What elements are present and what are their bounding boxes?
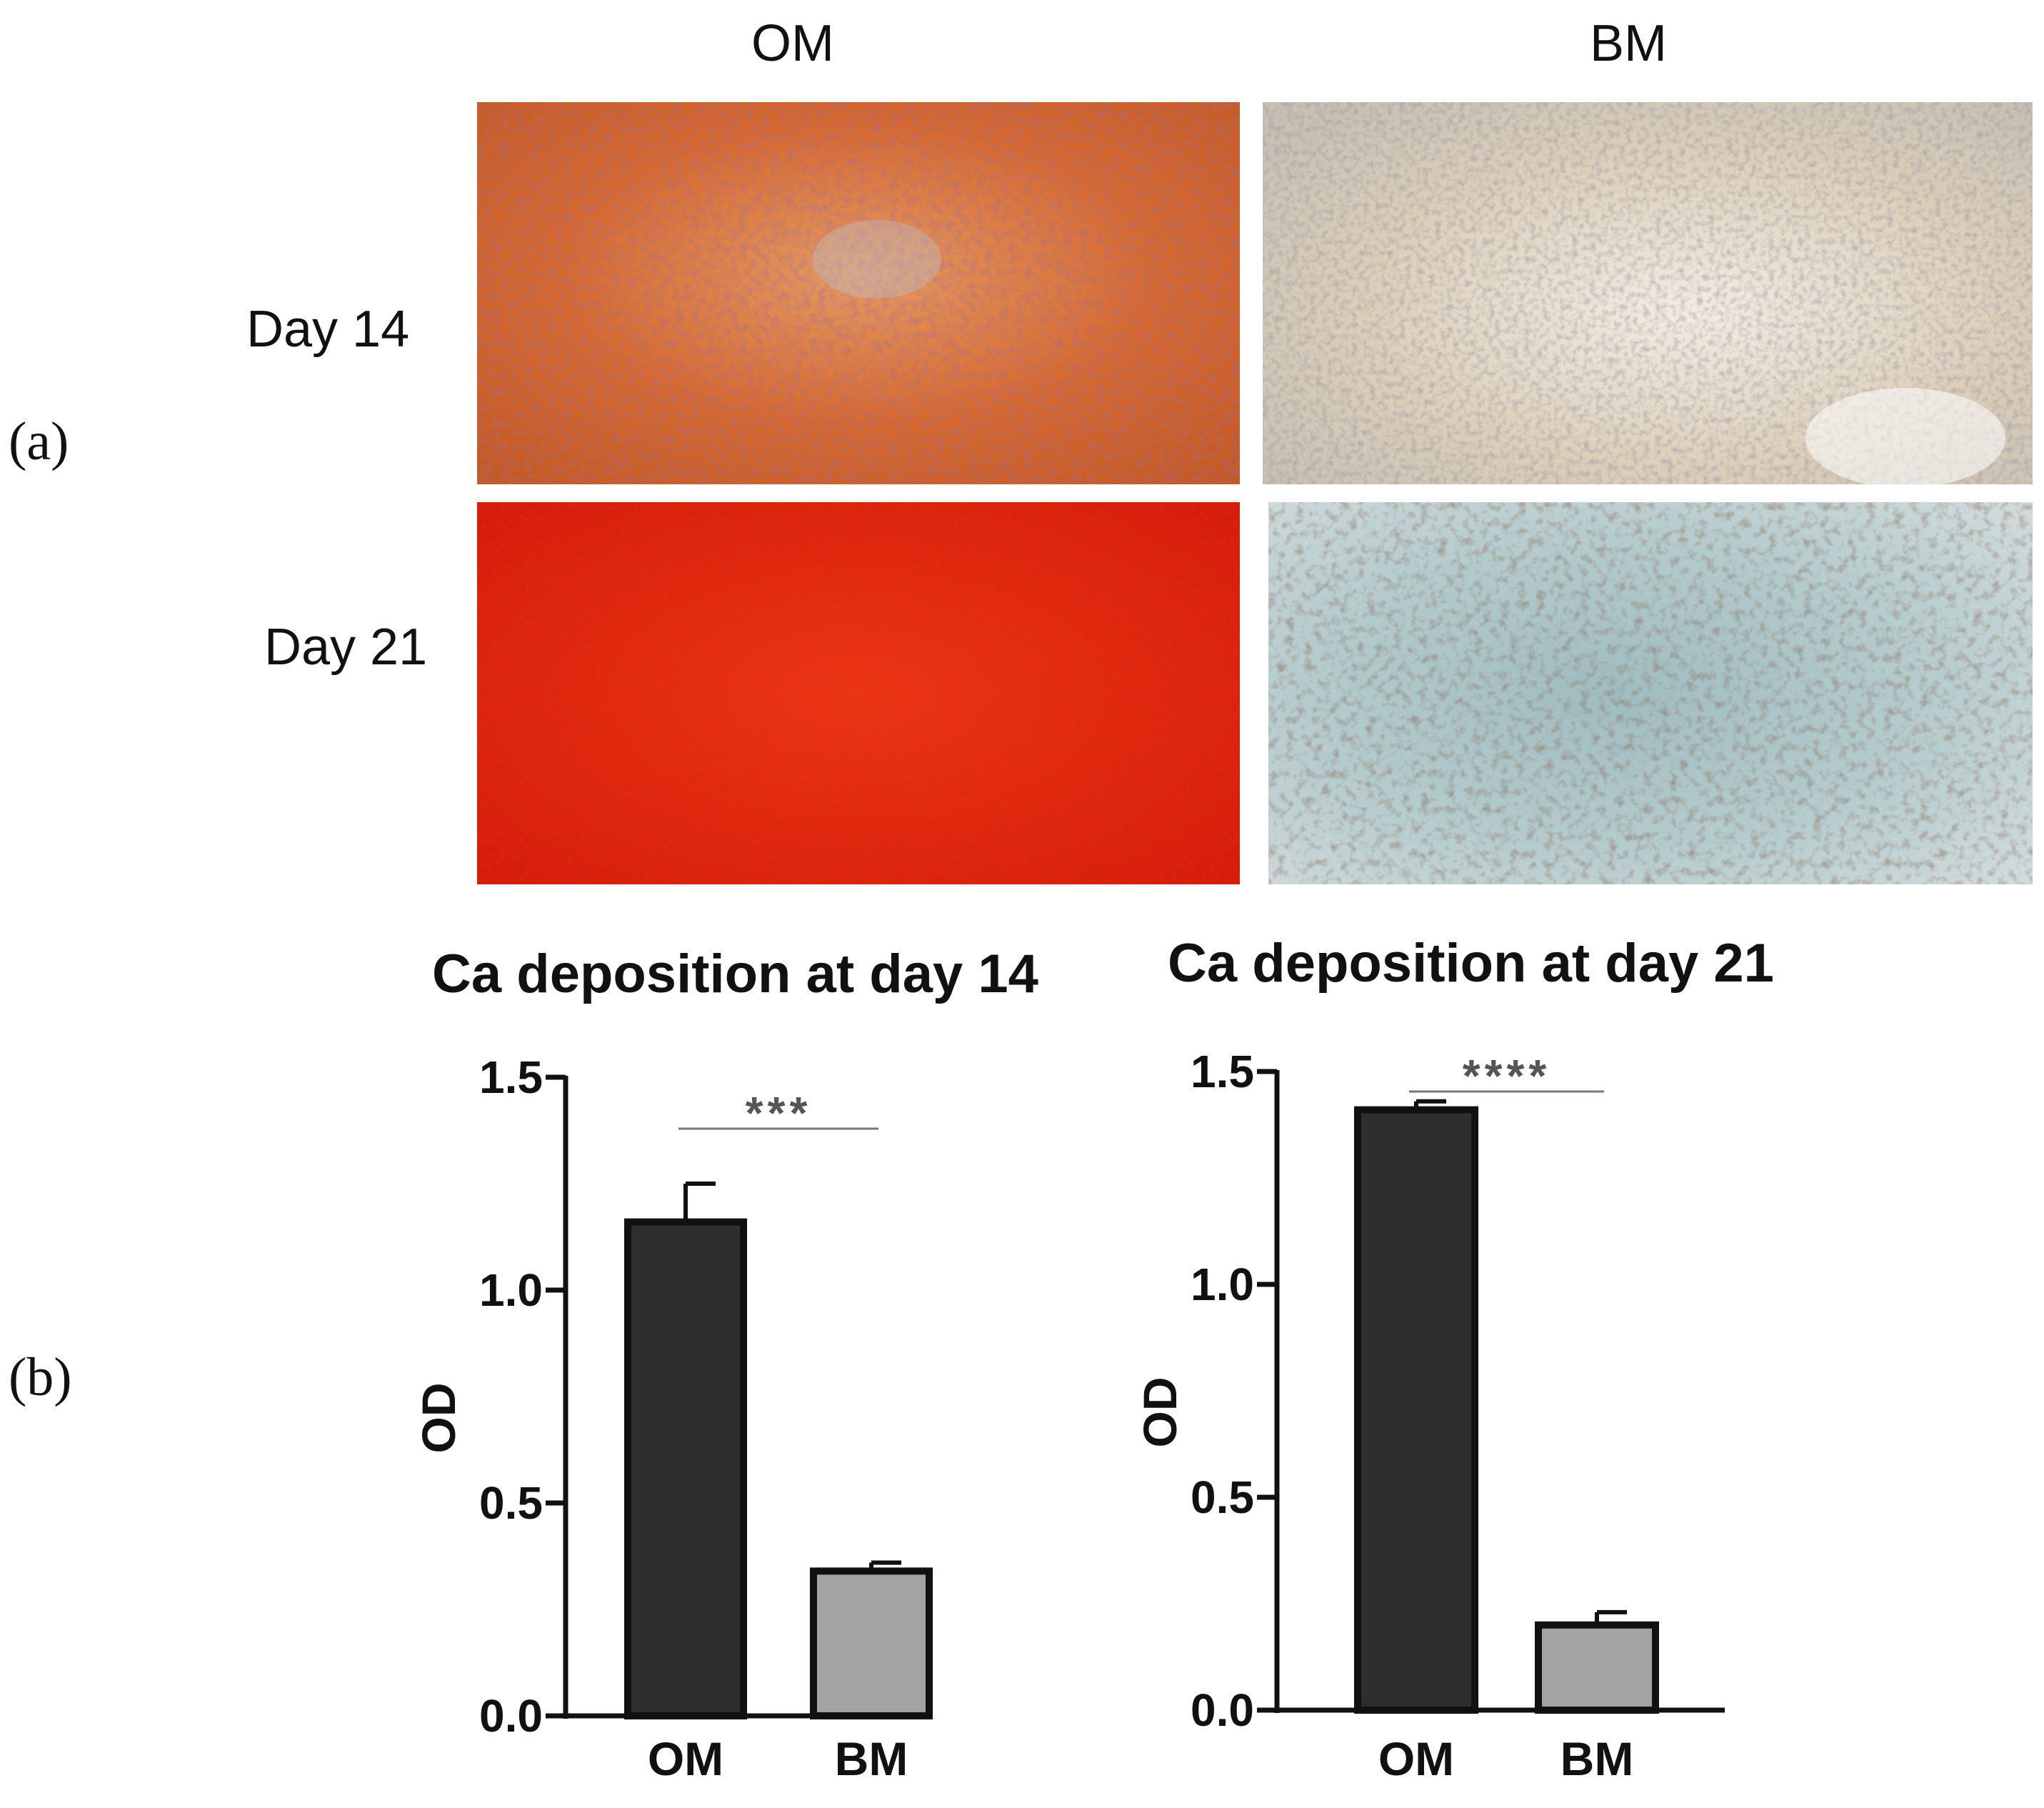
x-category-label: BM [835,1732,908,1785]
x-category-label: BM [1560,1732,1634,1785]
y-axis-label: OD [1133,1377,1186,1448]
bar-bm [810,1567,933,1719]
bar-bm [1535,1621,1659,1714]
row-label-day14: Day 14 [246,301,410,358]
y-tick-label: 0.5 [479,1477,543,1529]
bar-om [624,1218,747,1719]
panel-label-a: (a) [9,411,69,471]
chart-title-day14: Ca deposition at day 14 [432,944,1038,1004]
micrograph-day14-bm [1263,102,2033,484]
micrograph-day14-om [477,102,1240,484]
column-label-om: OM [751,15,834,72]
column-label-bm: BM [1590,15,1667,72]
significance-stars: **** [1463,1050,1551,1102]
y-tick-label: 1.0 [1191,1259,1254,1310]
micrograph-day21-bm [1268,502,2033,884]
chart-plot-day14: 0.0 0.5 1.0 1.5 OD OM BM *** [412,1052,933,1785]
y-tick-label: 0.5 [1191,1472,1254,1523]
y-tick-label: 1.0 [479,1264,543,1316]
y-axis-label: OD [412,1383,465,1454]
x-category-label: OM [1378,1732,1454,1785]
chart-title-day21: Ca deposition at day 21 [1168,933,1774,994]
panel-label-b: (b) [9,1347,72,1407]
micrograph-day21-om [477,502,1240,884]
x-category-label: OM [648,1732,723,1785]
y-tick-label: 0.0 [1191,1684,1254,1736]
chart-day14: Ca deposition at day 14 0.0 0.5 1.0 1.5 OD OM… [371,929,1193,1807]
y-tick-label: 1.5 [479,1052,543,1103]
significance-stars: *** [746,1087,812,1139]
chart-plot-day21: 0.0 0.5 1.0 1.5 OD OM BM **** [1133,1046,1725,1785]
bar-om [1354,1106,1478,1714]
chart-day21: Ca deposition at day 21 0.0 0.5 1.0 1.5 OD OM… [1100,922,2043,1807]
y-tick-label: 0.0 [479,1690,543,1742]
row-label-day21: Day 21 [264,619,428,676]
y-tick-label: 1.5 [1191,1046,1254,1097]
